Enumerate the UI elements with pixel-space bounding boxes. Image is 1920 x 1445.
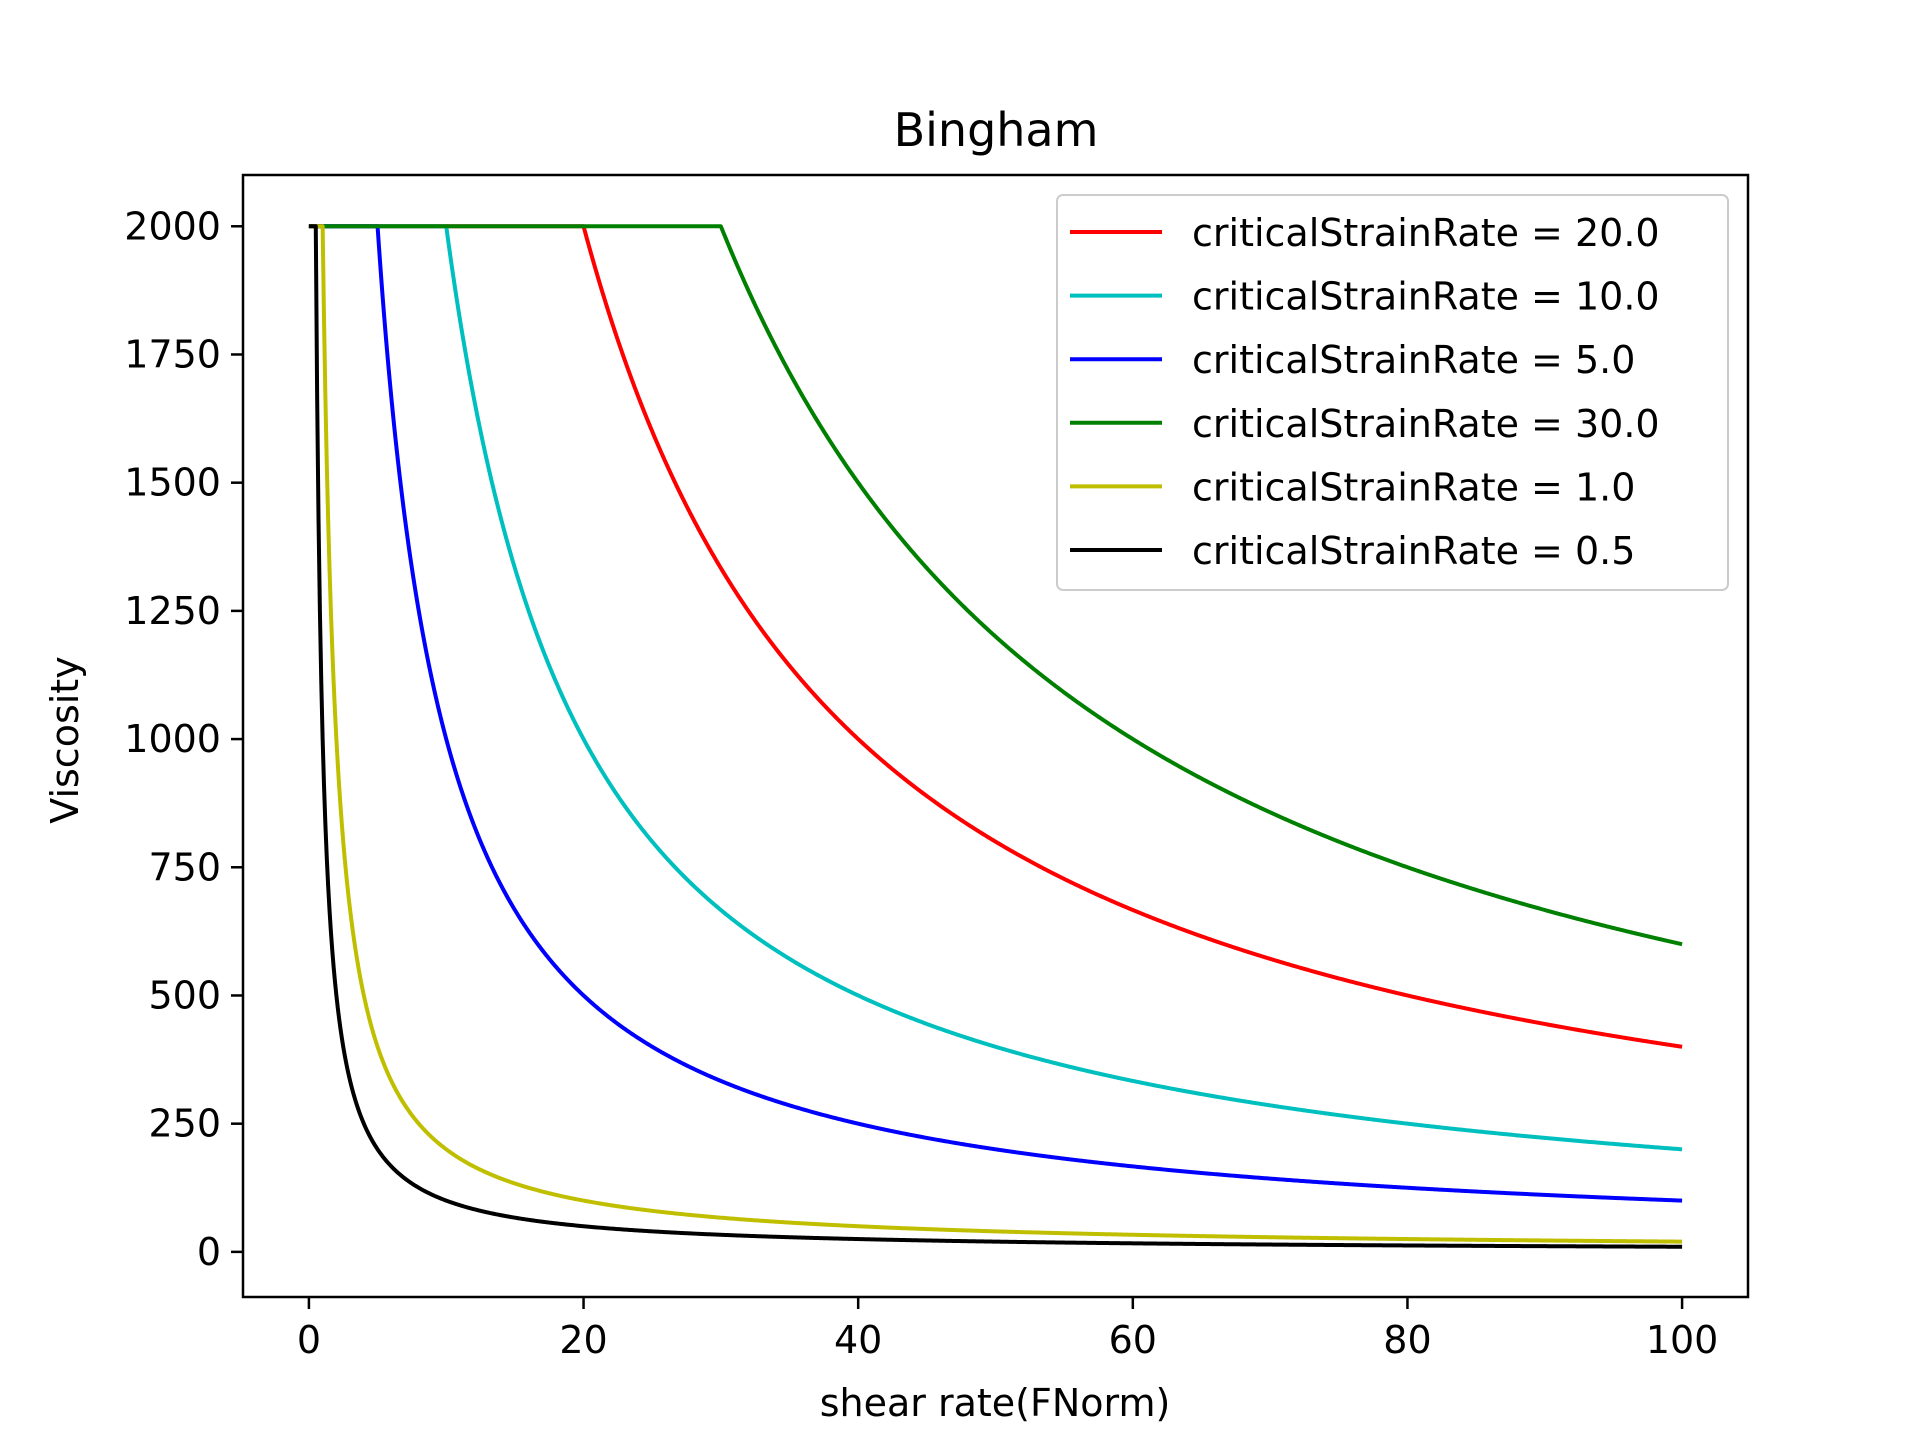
x-tick-label: 0 [297,1318,321,1362]
y-tick-label: 1250 [124,589,221,633]
x-tick-label: 80 [1383,1318,1431,1362]
legend-label: criticalStrainRate = 5.0 [1192,338,1635,382]
y-axis-label: Viscosity [43,656,87,823]
series-line [308,224,1683,947]
y-tick-label: 2000 [124,204,221,248]
x-tick-label: 20 [559,1318,607,1362]
legend-label: criticalStrainRate = 20.0 [1192,211,1660,255]
plot-lines [308,224,1683,1249]
x-tick-label: 40 [834,1318,882,1362]
legend-label: criticalStrainRate = 30.0 [1192,402,1660,446]
series-line [308,224,1683,1152]
y-tick-label: 1500 [124,461,221,505]
legend: criticalStrainRate = 20.0 criticalStrainR… [1056,194,1729,591]
x-tick-label: 60 [1109,1318,1157,1362]
y-tick-label: 750 [148,845,221,889]
series-line [308,224,1683,1203]
y-tick-label: 250 [148,1102,221,1146]
x-tick-label: 100 [1646,1318,1719,1362]
legend-box [1056,194,1729,591]
series-line [308,224,1683,1244]
series-line [308,224,1683,1249]
y-tick-label: 1000 [124,717,221,761]
y-tick-label: 1750 [124,332,221,376]
y-tick-label: 0 [197,1230,221,1274]
axes-frame [241,173,1750,1299]
legend-label: criticalStrainRate = 10.0 [1192,275,1660,319]
legend-label: criticalStrainRate = 0.5 [1192,529,1635,573]
axis-ticks: 0 20 40 60 80 1000250500750100012501500175020… [124,204,1718,1362]
y-tick-label: 500 [148,973,221,1017]
x-axis-label: shear rate(FNorm) [820,1381,1171,1425]
chart-title: Bingham [894,103,1099,157]
legend-label: criticalStrainRate = 1.0 [1192,465,1635,509]
